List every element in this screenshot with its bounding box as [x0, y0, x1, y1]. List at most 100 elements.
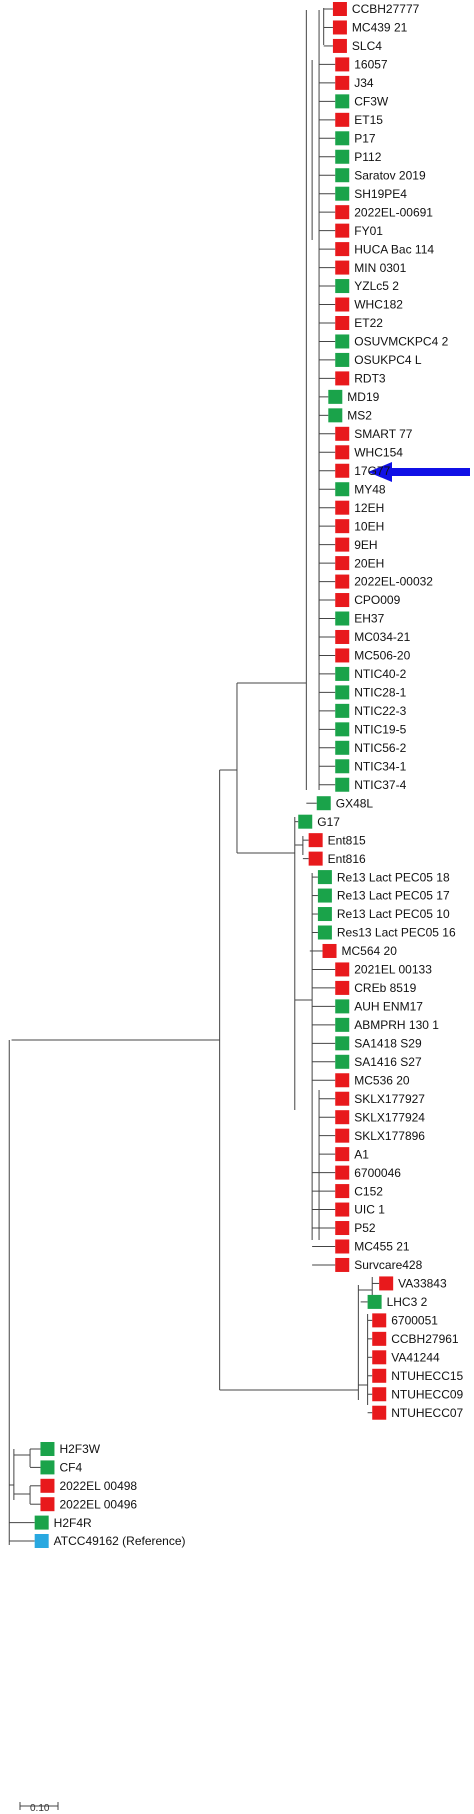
leaf-label: RDT3 — [354, 372, 386, 386]
leaf-label: SKLX177927 — [354, 1092, 425, 1106]
leaf-marker — [335, 999, 350, 1014]
leaf-label: P52 — [354, 1221, 376, 1235]
leaf-marker — [335, 574, 350, 589]
leaf-label: G17 — [317, 815, 340, 829]
leaf-marker — [335, 556, 350, 571]
leaf-marker — [335, 1202, 350, 1217]
leaf-label: NTUHECC07 — [391, 1406, 463, 1420]
leaf-label: 12EH — [354, 501, 384, 515]
leaf-marker — [335, 223, 350, 238]
leaf-label: AUH ENM17 — [354, 1000, 423, 1014]
leaf-label: LHC3 2 — [387, 1295, 428, 1309]
leaf-marker — [372, 1387, 387, 1402]
leaf-marker — [335, 1239, 350, 1254]
leaf-marker — [335, 1017, 350, 1032]
leaf-marker — [317, 907, 332, 922]
leaf-marker — [335, 279, 350, 294]
leaf-marker — [332, 20, 347, 35]
leaf-label: MC536 20 — [354, 1073, 410, 1087]
leaf-label: NTUHECC15 — [391, 1369, 463, 1383]
leaf-marker — [335, 1036, 350, 1051]
leaf-label: 6700051 — [391, 1314, 438, 1328]
leaf-marker — [335, 722, 350, 737]
leaf-marker — [335, 168, 350, 183]
leaf-marker — [335, 1128, 350, 1143]
leaf-label: SLC4 — [352, 39, 382, 53]
leaf-label: CREb 8519 — [354, 981, 416, 995]
leaf-label: Res13 Lact PEC05 16 — [337, 926, 456, 940]
leaf-label: H2F3W — [59, 1442, 100, 1456]
leaf-label: J34 — [354, 76, 374, 90]
leaf-marker — [335, 611, 350, 626]
leaf-label: CPO009 — [354, 593, 400, 607]
leaf-label: 2022EL-00691 — [354, 205, 433, 219]
leaf-label: Re13 Lact PEC05 18 — [337, 870, 450, 884]
leaf-label: Ent816 — [328, 852, 366, 866]
leaf-label: 2022EL 00498 — [59, 1479, 137, 1493]
leaf-marker — [40, 1497, 55, 1512]
leaf-marker — [40, 1478, 55, 1493]
leaf-marker — [335, 537, 350, 552]
scale-label: 0.10 — [30, 1803, 50, 1814]
leaf-label: UIC 1 — [354, 1203, 385, 1217]
leaf-label: NTUHECC09 — [391, 1387, 463, 1401]
leaf-marker — [379, 1276, 394, 1291]
leaf-label: H2F4R — [54, 1516, 92, 1530]
leaf-label: ATCC49162 (Reference) — [54, 1534, 186, 1548]
leaf-marker — [372, 1368, 387, 1383]
leaf-label: MC506-20 — [354, 649, 410, 663]
leaf-marker — [335, 519, 350, 534]
leaf-label: VA41244 — [391, 1350, 440, 1364]
leaf-label: MIN 0301 — [354, 261, 406, 275]
leaf-label: 16057 — [354, 58, 388, 72]
leaf-label: MC034-21 — [354, 630, 410, 644]
leaf-marker — [34, 1534, 49, 1548]
leaf-label: YZLc5 2 — [354, 279, 399, 293]
leaf-label: P17 — [354, 131, 376, 145]
leaf-label: HUCA Bac 114 — [354, 242, 434, 256]
leaf-label: 2021EL 00133 — [354, 963, 432, 977]
leaf-marker — [372, 1405, 387, 1420]
leaf-label: MD19 — [347, 390, 379, 404]
leaf-label: MC439 21 — [352, 21, 408, 35]
leaf-marker — [332, 2, 347, 16]
leaf-marker — [335, 112, 350, 127]
leaf-marker — [308, 851, 323, 866]
leaf-marker — [335, 648, 350, 663]
leaf-marker — [317, 870, 332, 885]
leaf-marker — [335, 685, 350, 700]
leaf-marker — [335, 482, 350, 497]
leaf-marker — [34, 1515, 49, 1530]
leaf-marker — [335, 1091, 350, 1106]
leaf-label: Survcare428 — [354, 1258, 422, 1272]
leaf-marker — [372, 1331, 387, 1346]
leaf-marker — [335, 500, 350, 515]
leaf-label: NTIC56-2 — [354, 741, 406, 755]
leaf-marker — [335, 186, 350, 201]
leaf-marker — [317, 888, 332, 903]
leaf-marker — [335, 759, 350, 774]
leaf-marker — [335, 352, 350, 367]
leaf-marker — [335, 1184, 350, 1199]
leaf-marker — [40, 1460, 55, 1475]
leaf-marker — [372, 1350, 387, 1365]
leaf-marker — [335, 75, 350, 90]
leaf-label: ABMPRH 130 1 — [354, 1018, 439, 1032]
leaf-label: CF3W — [354, 95, 389, 109]
leaf-label: Re13 Lact PEC05 17 — [337, 889, 450, 903]
leaf-label: SA1416 S27 — [354, 1055, 422, 1069]
leaf-marker — [335, 260, 350, 275]
leaf-label: Ent815 — [328, 833, 366, 847]
leaf-marker — [335, 593, 350, 608]
leaf-marker — [335, 463, 350, 478]
leaf-label: MY48 — [354, 482, 386, 496]
leaf-label: ET22 — [354, 316, 383, 330]
leaf-label: SKLX177924 — [354, 1110, 425, 1124]
leaf-marker — [298, 814, 313, 829]
leaf-marker — [316, 796, 331, 811]
leaf-label: CF4 — [59, 1461, 82, 1475]
leaf-label: NTIC37-4 — [354, 778, 406, 792]
leaf-marker — [335, 371, 350, 386]
leaf-marker — [322, 943, 337, 958]
leaf-marker — [335, 445, 350, 460]
